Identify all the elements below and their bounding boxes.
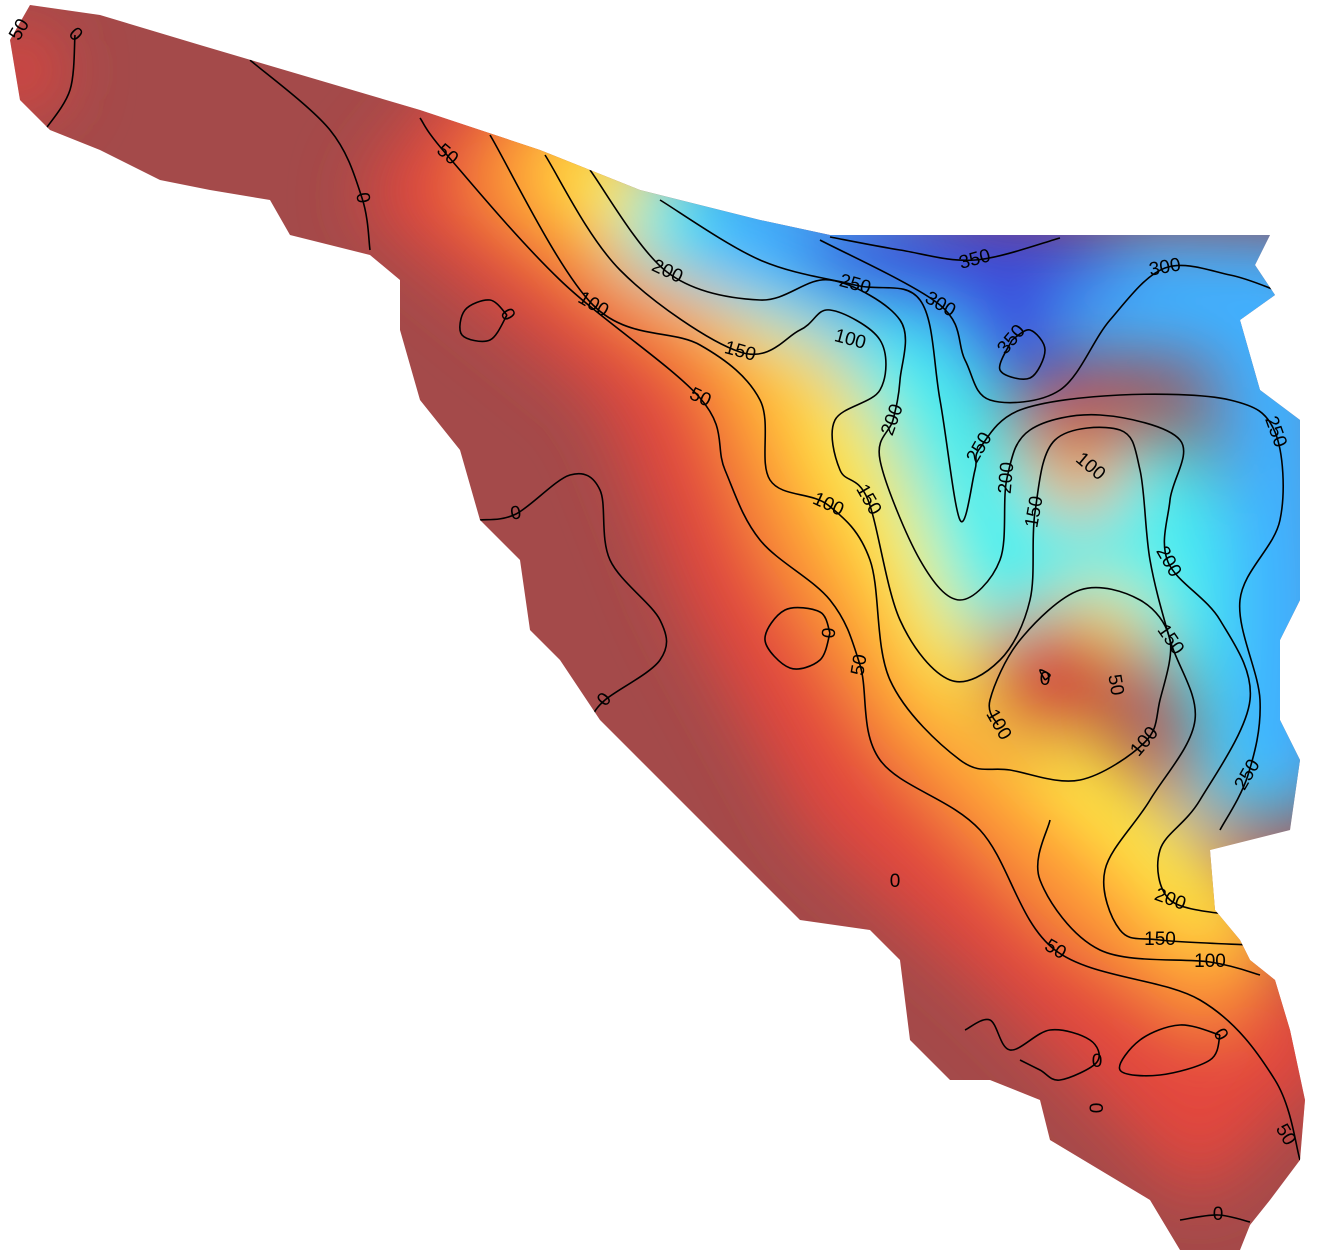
contour-line xyxy=(1039,669,1051,681)
contour-label: 0 xyxy=(890,871,901,892)
contour-label: 0 xyxy=(1040,669,1051,690)
contour-label: 200 xyxy=(995,461,1019,494)
contour-line xyxy=(479,472,668,721)
contour-line xyxy=(489,134,1172,782)
contour-line xyxy=(44,34,76,131)
contour-line xyxy=(829,236,1061,262)
contour-label: 50 xyxy=(1103,673,1127,697)
contour-line xyxy=(249,59,371,251)
contour-line xyxy=(964,1018,1100,1081)
contour-label: 50 xyxy=(847,653,871,677)
contour-line xyxy=(1036,819,1261,976)
contour-line xyxy=(544,154,1251,946)
contour-label: 0 xyxy=(1213,1204,1224,1225)
contour-line xyxy=(589,169,1252,916)
contour-label: 0 xyxy=(1092,1051,1103,1072)
contour-line xyxy=(764,606,831,670)
contour-label: 0 xyxy=(351,191,374,205)
contour-label: 0 xyxy=(819,627,841,639)
contour-line xyxy=(998,329,1046,380)
contour-line xyxy=(1179,1214,1251,1223)
contour-line xyxy=(659,199,1284,831)
contour-label: 0 xyxy=(1087,1103,1108,1114)
contour-line xyxy=(819,239,1276,404)
contour-label: 0 xyxy=(509,502,523,525)
contour-lines xyxy=(44,34,1301,1223)
contour-label: 100 xyxy=(1194,951,1226,972)
contour-label: 150 xyxy=(1144,929,1176,950)
contour-line xyxy=(459,299,508,343)
contour-line xyxy=(419,117,1301,1161)
contour-line xyxy=(1118,1024,1221,1077)
